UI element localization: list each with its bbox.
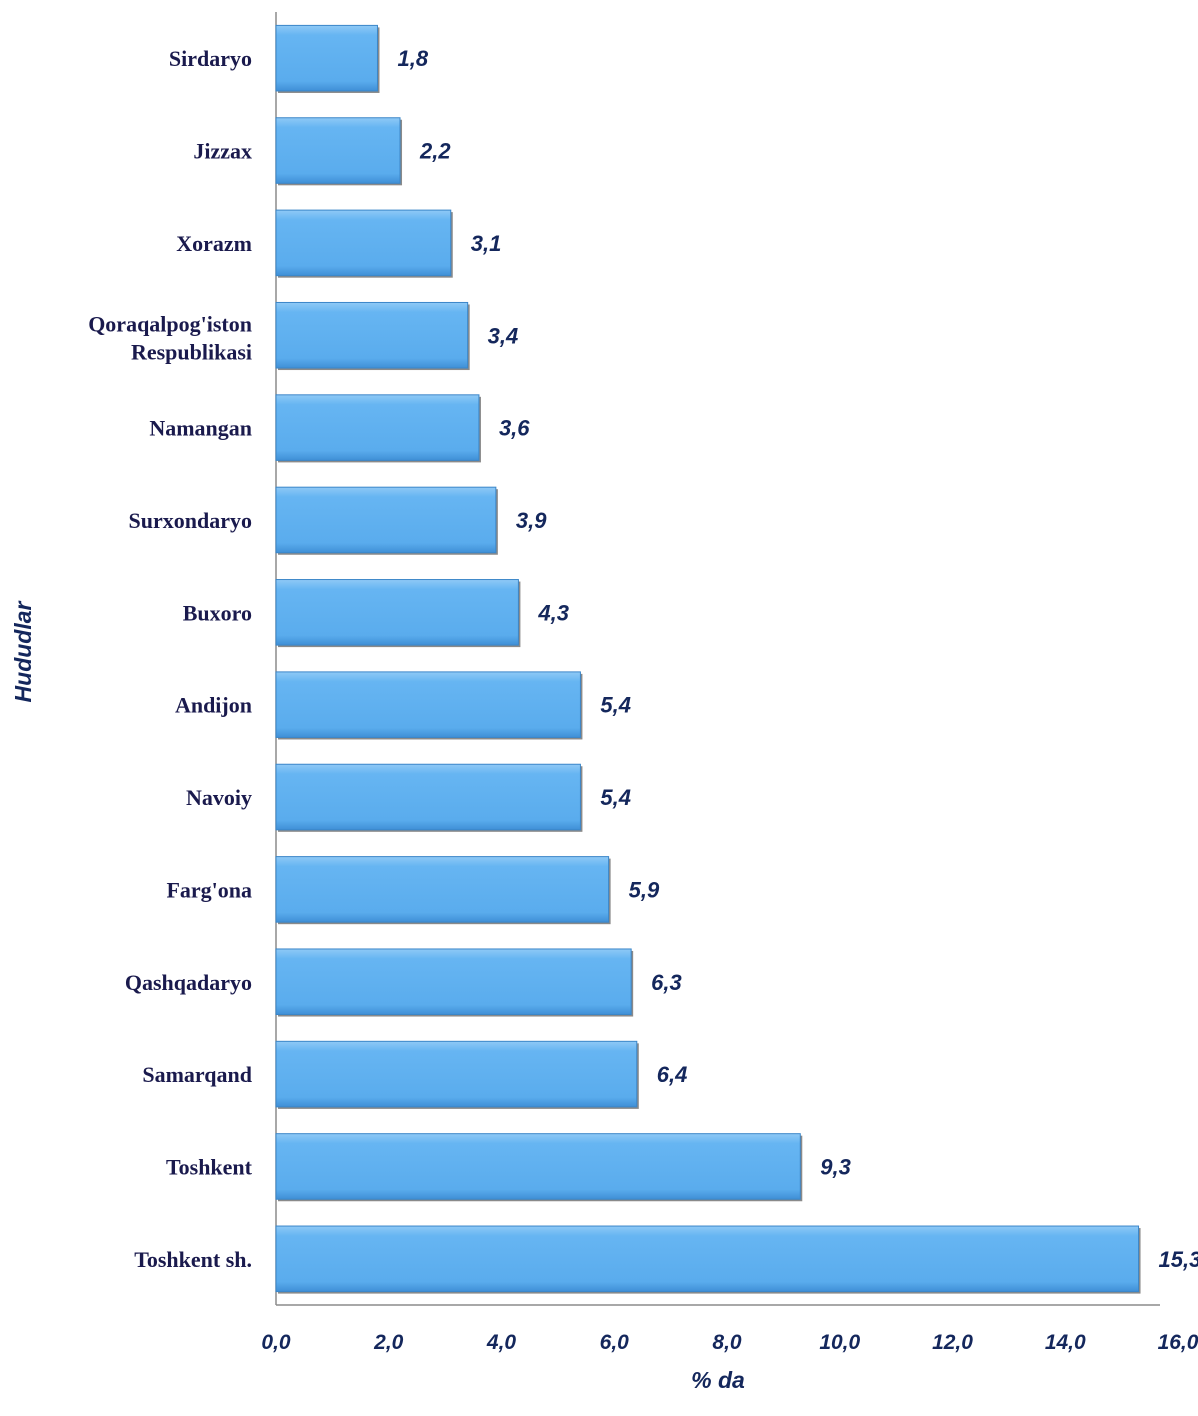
bar-samarqand xyxy=(275,1040,638,1108)
category-label-jizzax: Jizzax xyxy=(193,139,252,164)
category-label-qoraqalpog-iston-respublikasi: Qoraqalpog'iston Respublikasi xyxy=(88,311,252,364)
y-axis-title: Hududlar xyxy=(10,600,36,702)
category-label-samarqand: Samarqand xyxy=(142,1062,252,1087)
bar-xorazm xyxy=(275,209,452,277)
x-tick-label: 0,0 xyxy=(261,1331,291,1354)
x-tick-label: 14,0 xyxy=(1045,1331,1086,1354)
x-tick-labels: 0,0 2,0 4,0 6,0 8,0 10,0 12,0 14,0 16,0 xyxy=(261,1331,1198,1354)
value-label-xorazm: 3,1 xyxy=(471,231,502,256)
value-label-toshkent-sh: 15,3 xyxy=(1159,1247,1198,1272)
bar-qashqadaryo xyxy=(275,948,632,1016)
bar-farg-ona xyxy=(275,856,610,923)
x-tick-label: 8,0 xyxy=(712,1331,742,1354)
value-label-namangan: 3,6 xyxy=(499,416,530,441)
value-label-qashqadaryo: 6,3 xyxy=(651,970,682,995)
x-tick-label: 16,0 xyxy=(1158,1331,1198,1354)
bar-qoraqalpog-iston-respublikasi xyxy=(275,301,469,369)
value-label-buxoro: 4,3 xyxy=(537,600,569,625)
bar-namangan xyxy=(275,394,480,461)
value-label-sirdaryo: 1,8 xyxy=(397,46,428,71)
category-label-namangan: Namangan xyxy=(149,416,252,441)
category-label-navoiy: Navoiy xyxy=(186,785,252,810)
bar-sirdaryo xyxy=(275,24,378,92)
bar-andijon xyxy=(275,671,581,738)
value-label-andijon: 5,4 xyxy=(600,693,631,718)
bar-toshkent-sh xyxy=(275,1225,1140,1293)
x-axis-title: % da xyxy=(691,1367,745,1393)
value-label-qoraqalpog-iston-respublikasi: 3,4 xyxy=(488,323,519,348)
category-label-toshkent: Toshkent xyxy=(166,1154,253,1179)
bars-group xyxy=(275,24,1141,1294)
x-tick-label: 12,0 xyxy=(932,1331,973,1354)
x-tick-label: 10,0 xyxy=(819,1331,860,1354)
x-tick-label: 6,0 xyxy=(600,1331,630,1354)
category-label-qashqadaryo: Qashqadaryo xyxy=(125,970,252,995)
category-label-toshkent-sh: Toshkent sh. xyxy=(134,1247,252,1272)
category-labels: Sirdaryo Jizzax Xorazm Qoraqalpog'iston Resp… xyxy=(88,46,252,1272)
x-tick-label: 2,0 xyxy=(373,1331,404,1354)
axes xyxy=(275,12,1160,1306)
category-label-surxondaryo: Surxondaryo xyxy=(129,508,252,533)
category-label-andijon: Andijon xyxy=(175,693,252,718)
category-label-buxoro: Buxoro xyxy=(183,600,252,625)
value-label-samarqand: 6,4 xyxy=(657,1062,688,1087)
bar-surxondaryo xyxy=(275,486,497,554)
category-label-sirdaryo: Sirdaryo xyxy=(169,46,252,71)
value-label-jizzax: 2,2 xyxy=(419,139,451,164)
category-label-farg-ona: Farg'ona xyxy=(166,877,252,902)
x-tick-label: 4,0 xyxy=(486,1331,517,1354)
category-label-xorazm: Xorazm xyxy=(176,231,252,256)
bar-toshkent xyxy=(275,1133,801,1200)
bar-buxoro xyxy=(275,579,519,646)
value-labels: 1,8 2,2 3,1 3,4 3,6 3,9 4,3 5,4 5,4 5,9 6,3 6,4 9,3 1… xyxy=(397,46,1198,1272)
value-label-farg-ona: 5,9 xyxy=(629,877,660,902)
bar-jizzax xyxy=(275,117,401,184)
value-label-surxondaryo: 3,9 xyxy=(516,508,547,533)
value-label-navoiy: 5,4 xyxy=(600,785,631,810)
value-label-toshkent: 9,3 xyxy=(820,1154,851,1179)
bar-navoiy xyxy=(275,763,581,831)
